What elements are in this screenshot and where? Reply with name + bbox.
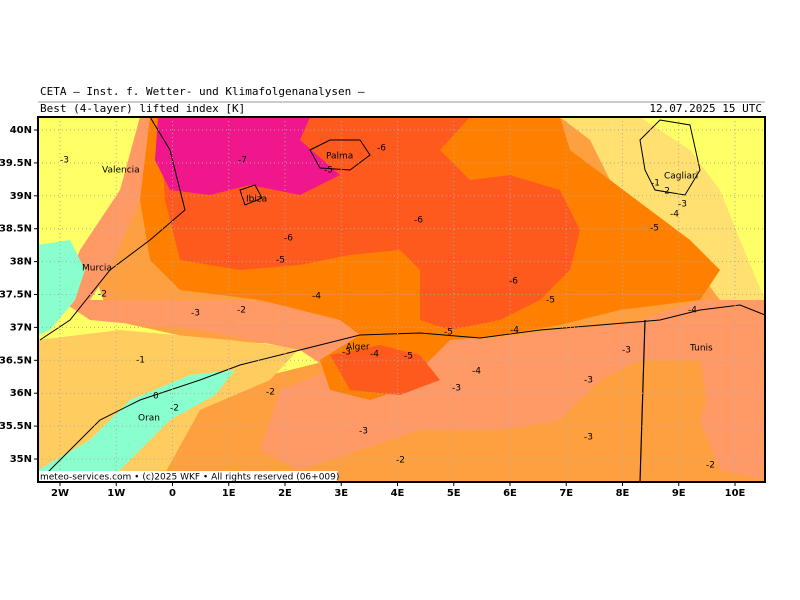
- contour-label: -6: [377, 144, 386, 154]
- contour-label: -2: [266, 388, 275, 398]
- contour-label: -2: [661, 187, 670, 197]
- contour-label: -1: [651, 179, 660, 189]
- contour-label: -4: [472, 367, 481, 377]
- contour-label: -5: [444, 328, 453, 338]
- contour-label: -2: [237, 306, 246, 316]
- contour-label: -4: [370, 350, 379, 360]
- footer: meteo-services.com • (c)2025 WKF • All r…: [40, 473, 339, 483]
- islands: [239, 119, 701, 206]
- lat-label: 37N: [10, 322, 32, 333]
- lat-label: 38N: [10, 257, 32, 268]
- coastline: [38, 117, 765, 482]
- lat-label: 39.5N: [0, 158, 32, 169]
- lon-label: 2W: [51, 488, 69, 499]
- grid: [38, 117, 765, 482]
- product: Best (4-layer) lifted index [K]: [40, 102, 245, 115]
- field-salmon-e: [700, 300, 765, 480]
- lon-label: 8E: [616, 488, 630, 499]
- place: Alger: [346, 343, 370, 353]
- lon-label: 1E: [222, 488, 236, 499]
- place: Oran: [138, 414, 160, 424]
- contour-label: -5: [276, 256, 285, 266]
- lon-label: 7E: [559, 488, 573, 499]
- contour-label: -2: [706, 461, 715, 471]
- contour-label: -3: [678, 200, 687, 210]
- contour-label: -3: [191, 309, 200, 319]
- place: Cagliari: [664, 172, 698, 182]
- contour-label: -2: [170, 404, 179, 414]
- axes: 40N 39.5N 39N 38.5N 38N 37.5N 37N 36.5N 36N 35.5N…: [0, 125, 746, 499]
- place: Murcia: [82, 264, 112, 274]
- contour-label: -5: [404, 352, 413, 362]
- lon-label: 5E: [447, 488, 461, 499]
- contour-label: -3: [60, 156, 69, 166]
- field-aqua-oran: [38, 370, 235, 482]
- places: Valencia Palma Ibiza Murcia Alger Oran C…: [82, 152, 713, 424]
- lat-label: 39N: [10, 191, 32, 202]
- lat-label: 40N: [10, 125, 32, 136]
- contour-label: -2: [396, 456, 405, 466]
- contour-label: -3: [584, 376, 593, 386]
- lon-label: 0: [169, 488, 176, 499]
- contour-label: -3: [622, 346, 631, 356]
- map-frame: [37, 116, 766, 483]
- lat-label: 36.5N: [0, 355, 32, 366]
- contour-label: -2: [98, 290, 107, 300]
- lon-label: 3E: [334, 488, 348, 499]
- lat-label: 37.5N: [0, 290, 32, 301]
- border: [639, 319, 646, 482]
- contour-label: -3: [452, 384, 461, 394]
- contour-label: -3: [342, 348, 351, 358]
- contour-label: -1: [136, 356, 145, 366]
- contour-label: -4: [312, 292, 321, 302]
- contour-label: -6: [509, 277, 518, 287]
- footer-bg: [38, 471, 338, 482]
- contour-label: -4: [510, 326, 519, 336]
- contour-label: -4: [688, 306, 697, 316]
- contour-label: -4: [670, 210, 679, 220]
- lat-label: 35N: [10, 454, 32, 465]
- contour-label: 0: [153, 392, 159, 402]
- lat-label: 35.5N: [0, 421, 32, 432]
- lon-label: 10E: [725, 488, 746, 499]
- field-yellow-ne: [640, 117, 765, 300]
- lon-label: 9E: [672, 488, 686, 499]
- place: Ibiza: [246, 195, 267, 205]
- contour-label: -3: [584, 433, 593, 443]
- lat-label: 36N: [10, 388, 32, 399]
- map: Valencia Palma Ibiza Murcia Alger Oran C…: [38, 117, 765, 483]
- contour-label: -3: [359, 427, 368, 437]
- contour-label: -6: [284, 234, 293, 244]
- contour-label: -7: [238, 156, 247, 166]
- place: Tunis: [689, 344, 713, 354]
- lat-label: 38.5N: [0, 224, 32, 235]
- place: Palma: [326, 152, 353, 162]
- lon-label: 4E: [391, 488, 405, 499]
- field-aqua-murcia: [38, 240, 85, 335]
- field-magenta: [155, 117, 340, 195]
- institute: CETA — Inst. f. Wetter- und Klimafolgena…: [40, 85, 365, 98]
- contour-label: -5: [324, 166, 333, 176]
- field-red-s: [330, 345, 440, 395]
- contour-labels: -3 -7 -6 -5 -6 -6 -5 -4 -3 -2 -2 -1 0 -2…: [60, 144, 715, 471]
- valid-time: 12.07.2025 15 UTC: [649, 102, 762, 115]
- lon-label: 1W: [107, 488, 125, 499]
- contour-label: -5: [546, 296, 555, 306]
- contour-label: -6: [414, 216, 423, 226]
- lon-label: 6E: [503, 488, 517, 499]
- field-salmon: [60, 117, 765, 470]
- contour-label: -5: [650, 224, 659, 234]
- place: Valencia: [102, 166, 140, 176]
- lon-label: 2E: [278, 488, 292, 499]
